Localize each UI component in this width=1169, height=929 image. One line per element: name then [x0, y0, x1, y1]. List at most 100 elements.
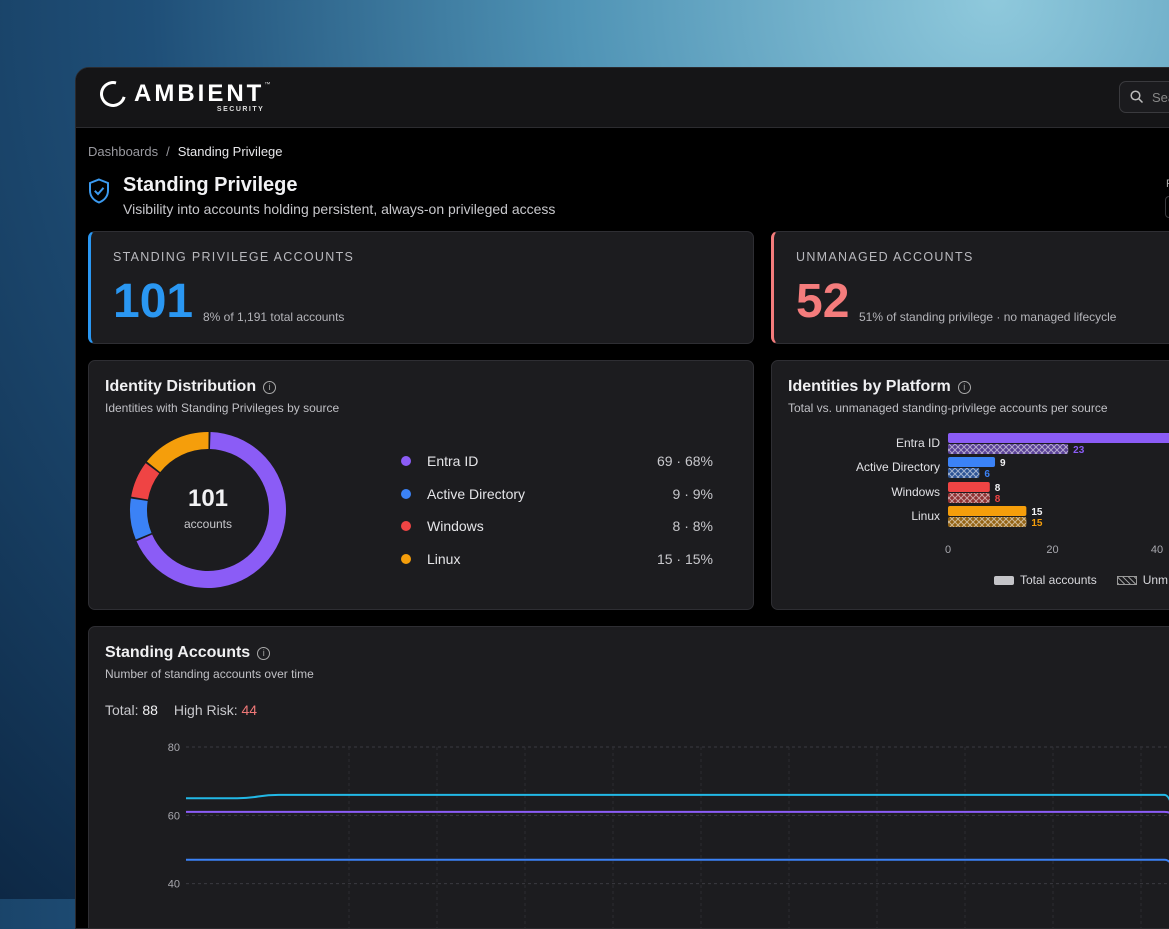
category-label-linux: Linux: [911, 509, 940, 523]
legend-label: Linux: [427, 551, 461, 567]
total-bar-windows[interactable]: [948, 482, 990, 492]
donut-slice-active-directory[interactable]: [130, 498, 152, 540]
high-risk-label: High Risk:: [173, 702, 238, 718]
y-tick-label: 80: [168, 742, 180, 754]
info-icon[interactable]: i: [263, 380, 277, 394]
card-subtitle: Identities with Standing Privileges by s…: [105, 401, 340, 415]
legend-label: Windows: [427, 518, 484, 534]
stat-label: UNMANAGED ACCOUNTS: [796, 250, 974, 264]
category-label-windows: Windows: [891, 485, 940, 499]
legend-dot-icon: [401, 521, 411, 531]
card-subtitle: Total vs. unmanaged standing-privilege a…: [788, 401, 1108, 415]
series-line-blue[interactable]: [186, 858, 1169, 929]
donut-slice-windows[interactable]: [131, 463, 160, 500]
legend-label: Active Directory: [427, 486, 526, 502]
total-bar-entra-id[interactable]: [948, 433, 1169, 443]
series-line-cyan[interactable]: [186, 793, 1169, 929]
high-risk-value: 44: [241, 702, 258, 718]
breadcrumb-separator: /: [166, 144, 170, 159]
stat-value: 101: [113, 275, 194, 328]
card-title: Identities by Platform i: [788, 378, 971, 396]
card-subtitle: Number of standing accounts over time: [105, 667, 314, 681]
info-icon[interactable]: i: [257, 646, 271, 660]
search-input[interactable]: Sea: [1119, 81, 1169, 113]
brand-name: AMBIENT: [134, 80, 265, 107]
donut-slice-linux[interactable]: [146, 432, 209, 473]
legend-total-swatch: [994, 575, 1014, 585]
platform-bar-chart: Entra ID 23 Active Directory 96 Windows 88 Lin…: [856, 433, 1169, 553]
y-tick-label: 60: [168, 810, 180, 822]
stat-note: 8% of 1,191 total accounts: [203, 310, 345, 324]
brand-trademark: ™: [264, 82, 271, 88]
breadcrumb-dashboards-link[interactable]: Dashboards: [88, 144, 159, 159]
stat-value: 52: [796, 275, 850, 328]
total-value-label-linux: 15: [1031, 507, 1043, 518]
total-label: Total:: [105, 702, 139, 718]
legend-label: Entra ID: [427, 453, 479, 469]
unmanaged-bar-hatch-active-directory: [948, 468, 980, 478]
total-bar-active-directory[interactable]: [948, 457, 996, 467]
unmanaged-value-label-active-directory: 6: [984, 469, 990, 480]
unmanaged-value-label-windows: 8: [995, 494, 1001, 505]
app-window: AMBIENT ™ SECURITY Sea Dashboards / Standi…: [75, 67, 1169, 929]
legend-value: 15 · 15%: [656, 551, 713, 567]
donut-center-label: accounts: [183, 517, 233, 531]
stat-card-standing-privilege: STANDING PRIVILEGE ACCOUNTS 101 8% of 1,…: [88, 231, 754, 344]
logo-ring-icon: [95, 76, 131, 112]
unmanaged-value-label-entra-id: 23: [1073, 445, 1085, 456]
y-tick-label: 40: [168, 879, 180, 891]
platform-legend: Total accounts Unm: [994, 573, 1168, 587]
identities-by-platform-card: Identities by Platform i Total vs. unmana…: [771, 360, 1169, 610]
card-title-text: Identities by Platform: [788, 378, 951, 395]
card-title-text: Identity Distribution: [105, 378, 257, 395]
page-title: Standing Privilege: [123, 174, 298, 196]
card-title: Identity Distribution i: [105, 378, 277, 396]
donut-chart: [130, 432, 286, 588]
legend-item-active-directory[interactable]: Active Directory 9 · 9%: [401, 484, 713, 504]
breadcrumb-current: Standing Privilege: [177, 144, 283, 159]
shield-check-icon: [89, 178, 109, 204]
standing-accounts-card: Standing Accounts i Number of standing ac…: [88, 626, 1169, 929]
legend-dot-icon: [401, 489, 411, 499]
search-placeholder: Sea: [1152, 89, 1169, 105]
category-label-entra-id: Entra ID: [896, 436, 940, 450]
filter-dropdown[interactable]: [1165, 196, 1169, 218]
legend-dot-icon: [401, 456, 411, 466]
stat-label: STANDING PRIVILEGE ACCOUNTS: [113, 250, 355, 264]
legend-unmanaged-label: Unm: [1142, 573, 1169, 587]
legend-value: 69 · 68%: [656, 453, 713, 469]
unmanaged-bar-hatch-windows: [948, 493, 990, 503]
identity-distribution-card: Identity Distribution i Identities with S…: [88, 360, 754, 610]
legend-unmanaged-swatch: [1116, 575, 1137, 585]
legend-total-label: Total accounts: [1020, 573, 1097, 587]
unmanaged-bar-hatch-entra-id: [948, 444, 1069, 454]
logo-text: AMBIENT ™ SECURITY: [134, 80, 270, 114]
ambient-logo[interactable]: AMBIENT ™ SECURITY: [95, 76, 270, 114]
search-icon: [1130, 90, 1144, 104]
unmanaged-bar-hatch-linux: [948, 517, 1027, 527]
top-navigation-bar: AMBIENT ™ SECURITY Sea: [76, 68, 1169, 128]
unmanaged-value-label-linux: 15: [1031, 518, 1043, 529]
x-tick-label: 0: [945, 544, 951, 553]
stat-note: 51% of standing privilege · no managed l…: [859, 310, 1117, 324]
legend-item-windows[interactable]: Windows 8 · 8%: [401, 516, 713, 536]
legend-value: 9 · 9%: [672, 486, 713, 502]
legend-item-linux[interactable]: Linux 15 · 15%: [401, 549, 713, 569]
legend-value: 8 · 8%: [672, 518, 713, 534]
filter-label: F: [1166, 178, 1169, 192]
total-value-label-windows: 8: [995, 483, 1001, 494]
totals-summary: Total: 88 High Risk: 44: [105, 702, 257, 718]
legend-item-entra-id[interactable]: Entra ID 69 · 68%: [401, 451, 713, 471]
total-value: 88: [142, 702, 158, 718]
category-label-active-directory: Active Directory: [856, 460, 940, 474]
info-icon[interactable]: i: [957, 380, 971, 394]
breadcrumb: Dashboards / Standing Privilege: [88, 144, 283, 159]
total-bar-linux[interactable]: [948, 506, 1027, 516]
donut-center-value: 101: [187, 485, 229, 512]
total-value-label-active-directory: 9: [1000, 458, 1006, 469]
x-tick-label: 40: [1151, 544, 1163, 553]
page-subtitle: Visibility into accounts holding persist…: [123, 201, 556, 217]
page-header: Standing Privilege Visibility into accou…: [88, 174, 555, 217]
series-line-purple[interactable]: [186, 810, 1169, 839]
card-title-text: Standing Accounts: [105, 644, 251, 661]
